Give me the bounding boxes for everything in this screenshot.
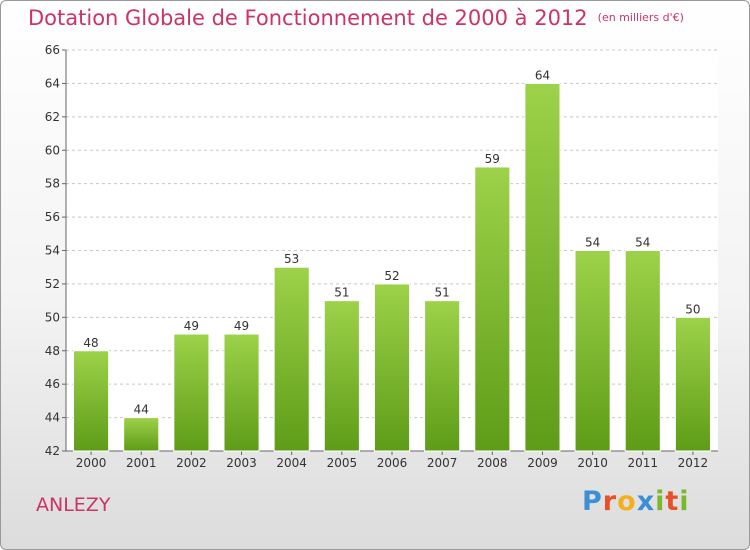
y-tick-label: 66 <box>45 43 60 57</box>
commune-name: ANLEZY <box>36 494 111 516</box>
bar-2000 <box>73 350 110 452</box>
logo-letter: i <box>679 486 690 517</box>
y-tick-label: 54 <box>45 244 60 258</box>
data-label-2007: 51 <box>435 286 450 300</box>
logo-letter: o <box>617 486 637 517</box>
data-label-2000: 48 <box>83 336 98 350</box>
x-tick-label-2012: 2012 <box>678 456 709 470</box>
x-tick-label-2000: 2000 <box>76 456 107 470</box>
x-tick-label-2006: 2006 <box>377 456 408 470</box>
x-tick-label-2004: 2004 <box>276 456 307 470</box>
proxiti-logo[interactable]: Proxiti <box>582 486 690 517</box>
data-label-2004: 53 <box>284 252 299 266</box>
bar-2005 <box>323 300 360 452</box>
data-label-2010: 54 <box>585 236 600 250</box>
bar-2002 <box>173 333 210 452</box>
bar-2011 <box>624 250 661 452</box>
x-tick-label-2010: 2010 <box>577 456 608 470</box>
data-label-2008: 59 <box>485 152 500 166</box>
bar-2006 <box>373 283 411 452</box>
bar-2007 <box>424 300 461 452</box>
bar-2008 <box>474 166 511 452</box>
y-tick-label: 60 <box>45 143 60 157</box>
data-label-2011: 54 <box>635 236 650 250</box>
y-tick-label: 50 <box>45 310 60 324</box>
label-layer: 48 2000 44 2001 49 2002 49 2003 53 2004 51 2005 52 20… <box>76 68 708 470</box>
y-tick-label: 62 <box>45 110 60 124</box>
logo-letter: t <box>665 486 680 517</box>
x-tick-label-2008: 2008 <box>477 456 508 470</box>
chart-title: Dotation Globale de Fonctionnement de 20… <box>28 6 684 30</box>
logo-letter: r <box>602 486 618 517</box>
bar-layer <box>73 82 711 452</box>
title-text: Dotation Globale de Fonctionnement de 20… <box>28 6 588 30</box>
axis-layer: 42 44 46 48 50 52 54 56 58 60 62 64 66 <box>45 43 718 458</box>
x-tick-label-2001: 2001 <box>126 456 157 470</box>
y-tick-label: 46 <box>45 377 60 391</box>
y-tick-label: 42 <box>45 444 60 458</box>
logo-letter: i <box>655 486 666 517</box>
data-label-2003: 49 <box>234 319 249 333</box>
bar-2010 <box>574 250 611 452</box>
bar-2012 <box>674 316 711 452</box>
y-tick-label: 52 <box>45 277 60 291</box>
y-tick-label: 58 <box>45 177 60 191</box>
bar-2003 <box>223 333 260 452</box>
y-tick-label: 64 <box>45 76 60 90</box>
data-label-2001: 44 <box>134 403 149 417</box>
bar-2009 <box>524 82 561 452</box>
x-tick-label-2003: 2003 <box>226 456 257 470</box>
bar-2004 <box>273 266 310 452</box>
logo-letter: P <box>582 486 603 517</box>
data-label-2009: 64 <box>535 68 550 82</box>
y-tick-label: 44 <box>45 411 60 425</box>
x-tick-label-2009: 2009 <box>527 456 558 470</box>
x-tick-label-2011: 2011 <box>627 456 658 470</box>
y-tick-label: 56 <box>45 210 60 224</box>
x-tick-label-2007: 2007 <box>427 456 458 470</box>
unit-note: (en milliers d'€) <box>597 11 684 24</box>
y-tick-label: 48 <box>45 344 60 358</box>
bar-2001 <box>123 417 160 452</box>
data-label-2006: 52 <box>384 269 399 283</box>
data-label-2002: 49 <box>184 319 199 333</box>
data-label-2012: 50 <box>685 302 700 316</box>
logo-letter: x <box>636 486 656 517</box>
data-label-2005: 51 <box>334 286 349 300</box>
x-tick-label-2002: 2002 <box>176 456 207 470</box>
x-tick-label-2005: 2005 <box>327 456 358 470</box>
